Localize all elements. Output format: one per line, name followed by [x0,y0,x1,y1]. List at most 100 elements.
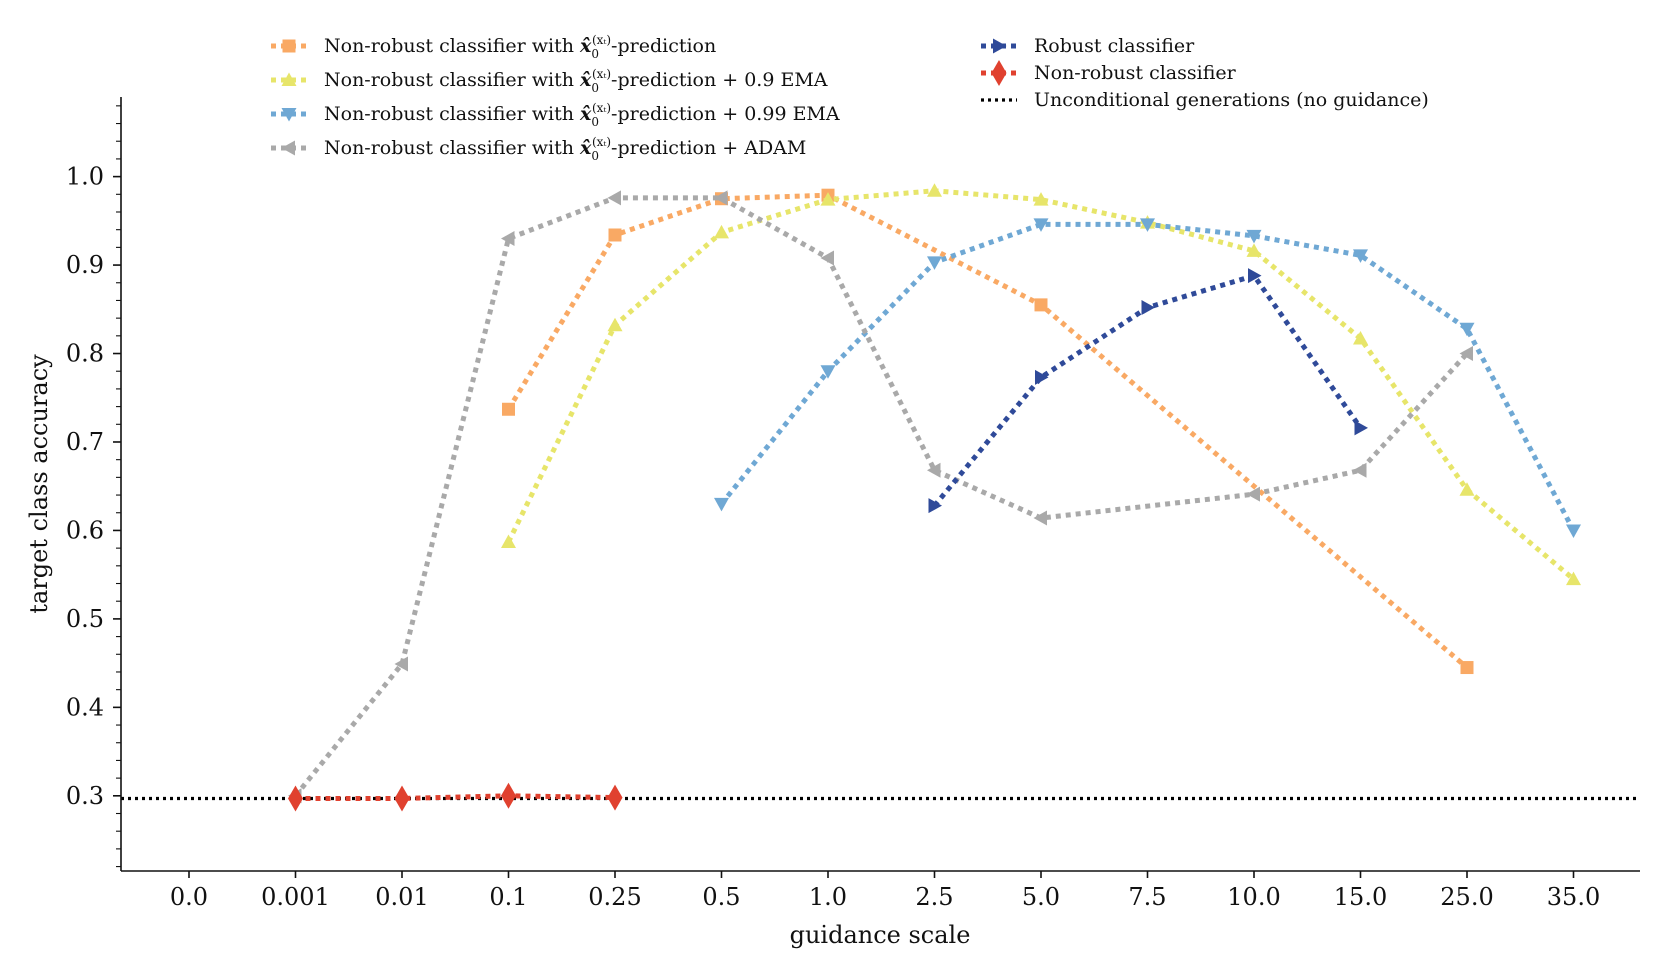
data-point [1140,218,1155,232]
series-layer [288,183,1581,812]
data-point [1460,661,1474,675]
data-point [928,498,942,514]
x-tick-label: 1.0 [809,883,847,911]
x-tick-label: 0.0 [170,883,208,911]
data-point [1566,524,1581,538]
data-point [501,231,515,247]
legend-label: Non-robust classifier with x̂0(xₜ)-predi… [324,135,806,163]
data-point [1566,571,1581,586]
legend-label: Non-robust classifier [1034,62,1237,84]
series-line [506,192,1469,670]
x-tick-label: 35.0 [1547,883,1600,911]
legend-swatch-marker [281,140,295,156]
data-point [820,192,836,206]
data-point [501,782,516,809]
series-5 [928,268,1368,514]
series-6 [288,782,623,812]
legend-swatch-marker [282,39,296,53]
series-line [293,195,1469,798]
x-tick-label: 2.5 [915,883,953,911]
series-4 [288,190,1473,804]
series-2 [501,183,1581,586]
data-point [714,224,729,239]
x-tick-label: 25.0 [1440,883,1493,911]
data-point [927,256,942,270]
data-point [288,785,303,812]
data-point [607,317,623,332]
data-point [1353,249,1368,263]
legend-swatch-marker [281,108,297,122]
data-point [1459,322,1475,337]
axes-layer [120,97,1640,872]
x-tick-label: 0.5 [702,883,740,911]
data-point [1354,420,1368,436]
legend-label: Non-robust classifier with x̂0(xₜ)-predi… [324,67,828,95]
data-point [1248,268,1262,284]
data-point [394,785,410,812]
data-point [1035,369,1049,385]
legend-label: Non-robust classifier with x̂0(xₜ)-predi… [324,33,716,61]
x-tick-label: 0.01 [375,883,428,911]
data-point [394,656,408,672]
data-point [1353,330,1368,345]
data-point [1033,218,1049,232]
series-3 [714,218,1581,538]
data-point [501,534,516,548]
y-tick-label: 0.6 [66,516,104,544]
data-point [1033,192,1049,206]
legend-swatch-marker [991,60,1007,86]
data-point [927,462,941,478]
legend-label: Robust classifier [1034,35,1195,57]
legend-entry: Non-robust classifier with x̂0(xₜ)-predi… [271,67,828,95]
legend-entry: Non-robust classifier with x̂0(xₜ)-predi… [271,101,840,129]
data-point [1034,298,1048,312]
data-point [714,497,729,512]
data-point [820,365,836,379]
x-axis-title: guidance scale [790,921,971,949]
data-point [608,228,622,242]
x-tick-label: 0.1 [489,883,527,911]
data-point [607,784,623,811]
data-point [714,190,728,206]
legend-entry: Non-robust classifier with x̂0(xₜ)-predi… [271,33,716,61]
data-point [1246,229,1262,244]
legend: Non-robust classifier with x̂0(xₜ)-predi… [271,33,1429,163]
data-point [1033,510,1047,526]
data-point [1246,486,1260,502]
x-tick-layer: 0.0 0.001 0.01 0.1 0.25 0.5 1.0 2.5 5.0 7.5 10.0 15… [170,871,1600,911]
series-1 [502,188,1474,675]
data-point [927,183,942,197]
legend-swatch-marker [993,38,1007,54]
y-axis-title: target class accuracy [25,354,53,614]
y-tick-label: 0.9 [66,251,104,279]
data-point [1459,482,1475,496]
x-tick-label: 15.0 [1334,883,1387,911]
y-tick-label: 1.0 [66,163,104,191]
y-tick-label: 0.4 [66,693,104,721]
legend-label: Unconditional generations (no guidance) [1034,89,1429,111]
x-tick-label: 5.0 [1022,883,1060,911]
data-point [820,250,834,266]
y-tick-label: 0.7 [66,428,104,456]
series-line [295,793,616,801]
data-point [502,402,515,416]
data-point [1353,462,1367,478]
legend-entry: Non-robust classifier [981,60,1237,86]
data-point [1246,243,1262,257]
legend-entry: Unconditional generations (no guidance) [981,89,1429,111]
x-tick-label: 0.25 [588,883,641,911]
legend-label: Non-robust classifier with x̂0(xₜ)-predi… [324,101,840,129]
x-tick-label: 10.0 [1227,883,1280,911]
y-tick-label: 0.3 [66,782,104,810]
legend-entry: Robust classifier [981,35,1195,57]
data-point [1141,300,1155,316]
y-tick-label: 0.5 [66,605,104,633]
x-tick-label: 0.001 [261,883,330,911]
data-point [1459,346,1473,362]
x-tick-label: 7.5 [1128,883,1166,911]
y-tick-label: 0.8 [66,340,104,368]
legend-swatch-marker [281,72,297,86]
data-point [607,190,621,206]
y-tick-layer: 0.3 0.4 0.5 0.6 0.7 0.8 0.9 1.0 [66,105,121,868]
